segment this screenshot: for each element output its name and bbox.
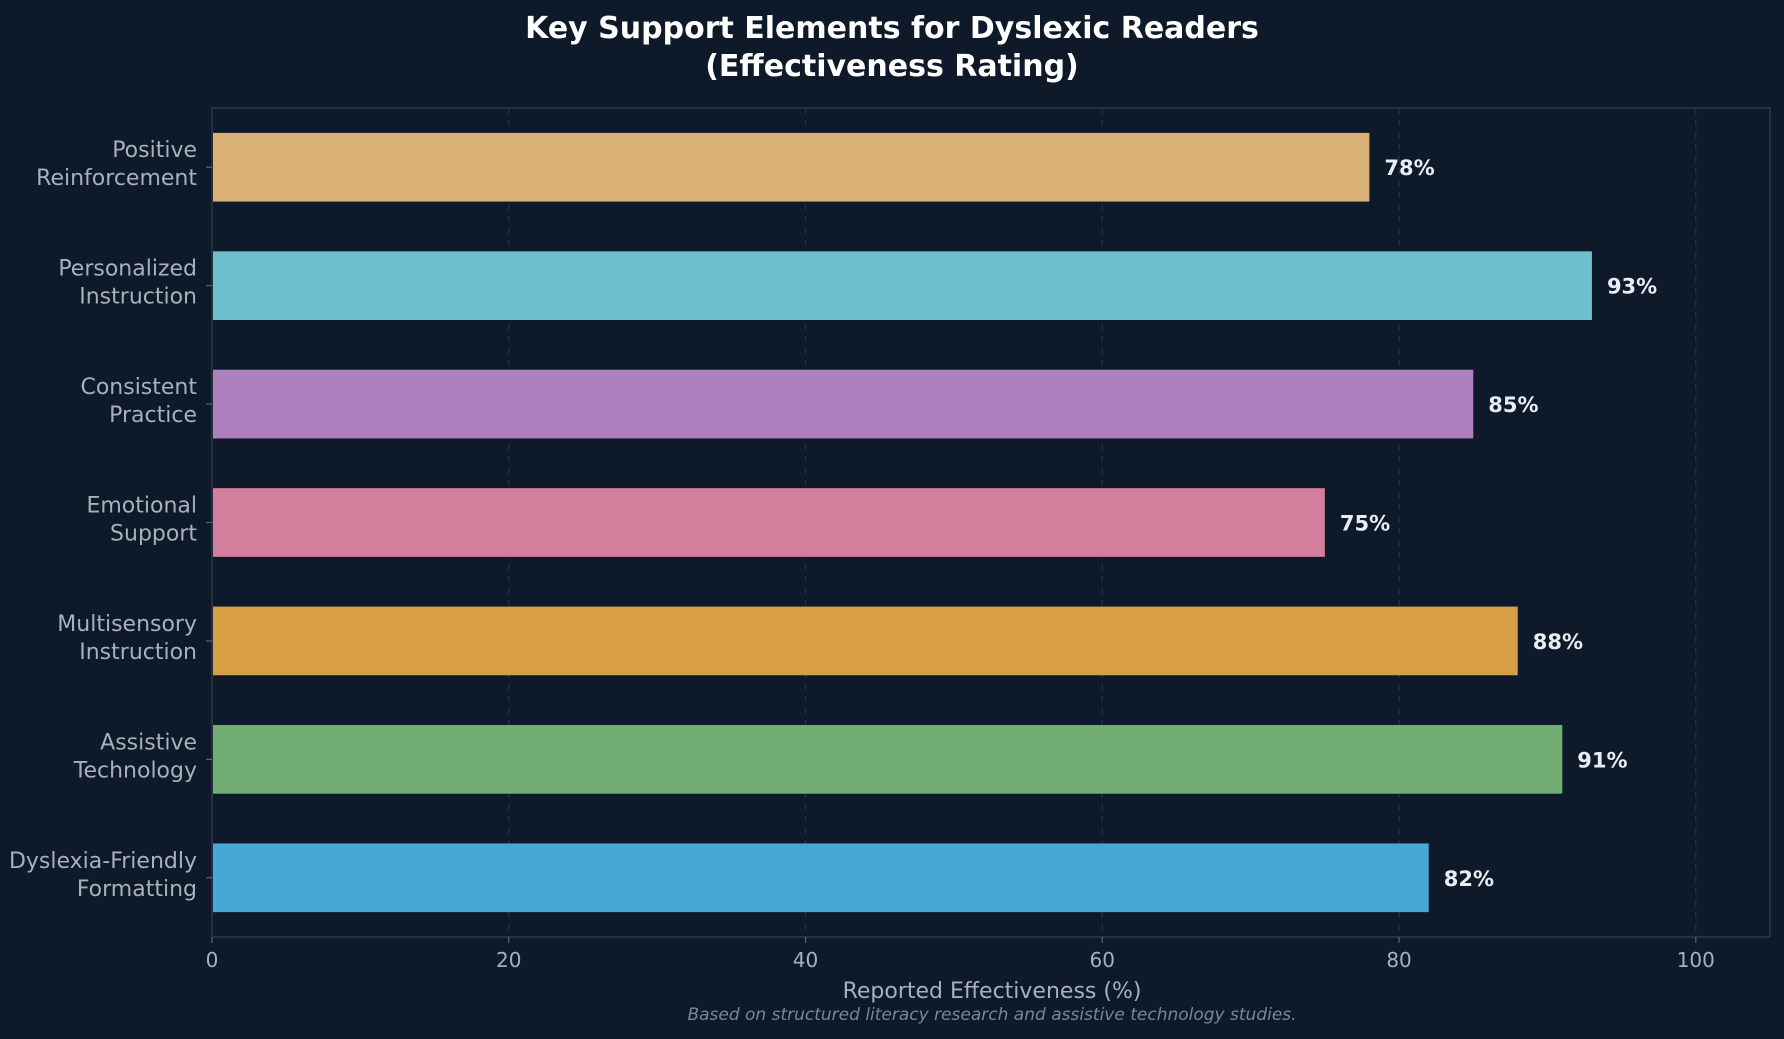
value-label-2: 85%	[1488, 393, 1538, 417]
category-label-6-0: Dyslexia-Friendly	[9, 849, 197, 874]
tick-label-0: 0	[206, 948, 219, 972]
bars: 78% 93% 85% 75% 88% 91% 82%	[213, 132, 1657, 913]
category-label-5-1: Technology	[73, 758, 197, 783]
category-labels: Positive Reinforcement Personalized Instruc…	[9, 138, 212, 902]
chart-title-line-2: (Effectiveness Rating)	[705, 49, 1079, 84]
category-label-2-0: Consistent	[80, 375, 197, 400]
value-label-1: 93%	[1607, 275, 1657, 299]
chart-title-line-1: Key Support Elements for Dyslexic Reader…	[525, 11, 1259, 46]
bar-5	[213, 725, 1563, 794]
tick-label-60: 60	[1090, 948, 1115, 972]
tick-label-20: 20	[496, 948, 521, 972]
category-label-1-0: Personalized	[58, 257, 197, 282]
footnote: Based on structured literacy research an…	[687, 1005, 1296, 1025]
bar-0	[213, 132, 1370, 202]
tick-label-100: 100	[1677, 948, 1715, 972]
category-label-3-1: Support	[110, 522, 197, 547]
category-label-4-1: Instruction	[79, 640, 197, 665]
value-label-5: 91%	[1577, 748, 1627, 772]
bar-3	[213, 488, 1325, 557]
value-label-3: 75%	[1340, 512, 1390, 536]
category-label-0-0: Positive	[112, 138, 197, 163]
category-label-1-1: Instruction	[79, 285, 197, 310]
tick-label-80: 80	[1386, 948, 1411, 972]
bar-1	[213, 251, 1592, 320]
bar-6	[213, 843, 1429, 913]
category-label-6-1: Formatting	[77, 877, 197, 902]
bar-2	[213, 369, 1474, 439]
x-axis-ticks: 0 20 40 60 80 100	[206, 937, 1715, 972]
value-label-6: 82%	[1444, 867, 1494, 891]
category-label-4-0: Multisensory	[57, 612, 197, 637]
category-label-5-0: Assistive	[100, 730, 197, 755]
x-axis-title: Reported Effectiveness (%)	[843, 979, 1142, 1004]
category-label-0-1: Reinforcement	[36, 166, 197, 191]
category-label-2-1: Practice	[109, 403, 197, 428]
value-label-0: 78%	[1384, 156, 1434, 180]
category-label-3-0: Emotional	[86, 494, 197, 519]
value-label-4: 88%	[1533, 630, 1583, 654]
tick-label-40: 40	[793, 948, 818, 972]
bar-4	[213, 606, 1518, 676]
